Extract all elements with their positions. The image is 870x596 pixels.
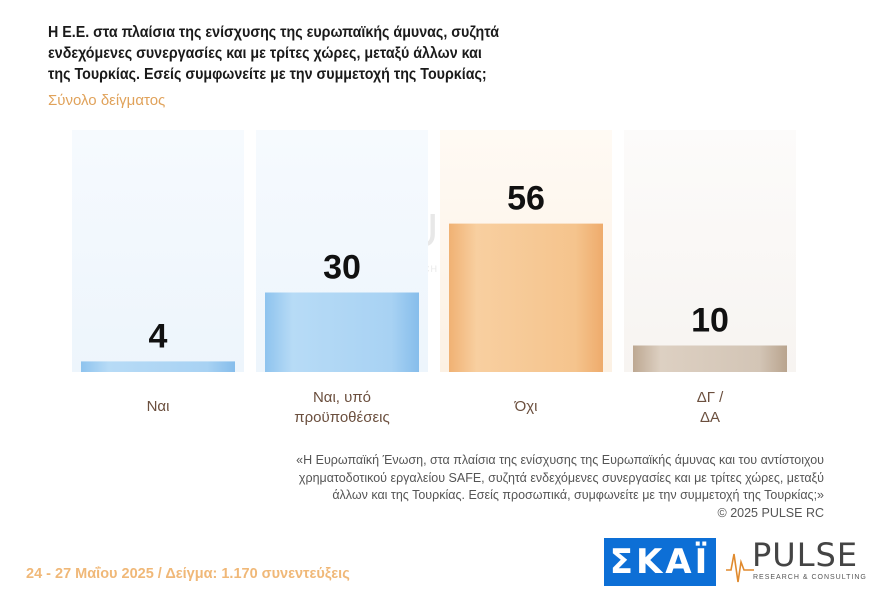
category-label: ΔΓ / ΔΑ [697,389,724,426]
category-label: Όχι [514,398,538,415]
question-note: «Η Ευρωπαϊκή Ένωση, στα πλαίσια της ενίσ… [184,452,824,522]
note-line: χρηματοδοτικού εργαλείου SAFE, συζητά εν… [298,470,824,485]
bar [449,223,603,372]
category-panel [624,130,796,372]
value-label: 10 [691,302,729,340]
title-line: Η Ε.Ε. στα πλαίσια της ενίσχυσης της ευρ… [48,24,499,41]
footer-survey-info: 24 - 27 Μαΐου 2025 / Δείγμα: 1.170 συνεν… [26,566,350,582]
pulse-logo-word: PULSE [752,536,859,574]
value-label: 4 [149,317,168,355]
note-line: άλλων και της Τουρκίας. Εσείς προσωπικά,… [332,488,824,502]
chart-title: Η Ε.Ε. στα πλαίσια της ενίσχυσης της ευρ… [48,22,563,85]
value-label: 30 [323,249,361,287]
bar [265,292,419,372]
bar [633,345,787,372]
pulse-wave-icon [726,553,754,583]
category-label: Ναι, υπό προϋποθέσεις [294,389,389,426]
category-panel [72,130,244,372]
note-copyright: © 2025 PULSE RC [717,505,824,520]
value-label: 56 [507,180,545,218]
bar-chart: 4 30 56 10 Ναι Ναι, υπό προϋποθέσεις Όχι ΔΓ / ΔΑ [72,130,796,426]
category-label: Ναι [147,398,170,415]
title-line: ενδεχόμενες συνεργασίες και με τρίτες χώ… [48,45,482,62]
bar [81,361,235,372]
pulse-logo-sub: RESEARCH & CONSULTING [753,574,867,581]
skai-logo: ΣΚΑΪ [604,538,716,586]
pulse-logo: PULSE RESEARCH & CONSULTING [726,536,866,586]
title-line: της Τουρκίας. Εσείς συμφωνείτε με την συ… [48,66,487,83]
chart-subtitle: Σύνολο δείγματος [48,92,166,109]
note-line: «Η Ευρωπαϊκή Ένωση, στα πλαίσια της ενίσ… [296,453,824,467]
